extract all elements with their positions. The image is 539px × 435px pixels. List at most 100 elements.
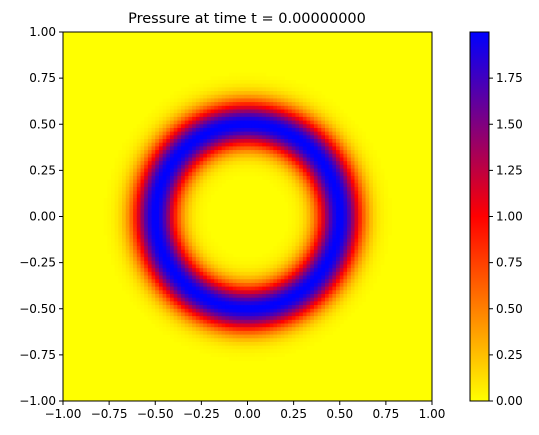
heatmap-cell [188,98,193,103]
heatmap-cell [321,212,326,217]
heatmap-cell [343,301,348,306]
heatmap-cell [384,227,389,232]
heatmap-cell [339,168,344,173]
heatmap-cell [217,249,223,254]
heatmap-cell [361,186,366,192]
heatmap-cell [181,327,186,332]
heatmap-cell [343,186,348,192]
heatmap-cell [240,301,245,306]
heatmap-cell [302,279,307,284]
heatmap-cell [118,212,123,217]
heatmap-cell [158,319,164,324]
heatmap-cell [280,183,285,188]
heatmap-cell [306,319,311,324]
heatmap-cell [147,238,152,243]
heatmap-cell [136,249,141,254]
heatmap-cell [170,308,175,313]
heatmap-cell [354,286,359,291]
heatmap-cell [262,150,267,155]
heatmap-cell [162,293,167,299]
heatmap-cell [313,216,319,221]
heatmap-cell [277,305,282,310]
heatmap-cell [144,301,149,306]
heatmap-cell [324,290,330,295]
heatmap-cell [280,316,285,321]
heatmap-cell [358,135,363,140]
heatmap-cell [151,319,156,324]
heatmap-cell [343,142,348,147]
heatmap-cell [262,116,267,121]
heatmap-cell [299,268,304,273]
heatmap-cell [284,334,289,339]
heatmap-cell [203,234,208,240]
heatmap-cell [258,338,263,343]
heatmap-cell [343,290,348,295]
heatmap-cell [361,275,366,280]
heatmap-cell [328,120,333,125]
heatmap-cell [125,186,130,192]
heatmap-cell [284,338,289,343]
heatmap-cell [236,79,241,85]
heatmap-cell [288,349,293,354]
heatmap-cell [236,356,241,361]
heatmap-cell [354,282,359,288]
heatmap-cell [151,212,156,217]
heatmap-cell [214,135,219,140]
heatmap-cell [291,297,296,302]
heatmap-cell [358,164,363,169]
heatmap-cell [269,161,274,166]
heatmap-cell [221,113,226,118]
heatmap-cell [280,124,285,129]
heatmap-cell [192,83,197,88]
heatmap-cell [203,142,208,147]
heatmap-cell [184,257,189,262]
heatmap-cell [125,246,130,251]
heatmap-cell [155,264,160,269]
heatmap-cell [269,257,274,262]
heatmap-cell [262,345,267,350]
heatmap-cell [343,253,348,258]
heatmap-cell [195,98,200,103]
heatmap-cell [321,172,326,177]
heatmap-cell [144,186,149,192]
heatmap-cell [192,341,197,347]
heatmap-cell [280,305,285,310]
heatmap-cell [147,282,152,288]
heatmap-cell [122,153,127,158]
heatmap-cell [155,179,160,184]
heatmap-cell [199,253,204,258]
heatmap-cell [166,216,171,221]
heatmap-cell [302,168,307,173]
heatmap-cell [229,79,234,85]
heatmap-cell [125,205,130,210]
heatmap-cell [125,194,130,199]
heatmap-cell [133,161,138,166]
heatmap-cell [347,223,352,228]
heatmap-cell [347,186,352,192]
heatmap-cell [247,164,252,169]
heatmap-cell [336,127,341,133]
heatmap-cell [280,253,285,258]
heatmap-cell [192,279,197,284]
heatmap-cell [324,157,330,162]
heatmap-cell [192,249,197,254]
heatmap-cell [170,227,175,232]
heatmap-cell [136,227,141,232]
heatmap-cell [339,186,344,192]
heatmap-cell [192,268,197,273]
heatmap-cell [155,172,160,177]
heatmap-cell [240,79,245,85]
heatmap-cell [240,356,245,361]
heatmap-cell [343,223,348,228]
heatmap-cell [158,153,164,158]
heatmap-cell [291,290,296,295]
heatmap-cell [232,312,237,317]
heatmap-cell [317,116,322,121]
heatmap-cell [110,234,116,240]
heatmap-cell [144,279,149,284]
heatmap-cell [162,319,167,324]
heatmap-cell [140,286,145,291]
heatmap-cell [369,164,374,169]
heatmap-cell [170,157,175,162]
heatmap-cell [376,186,381,192]
